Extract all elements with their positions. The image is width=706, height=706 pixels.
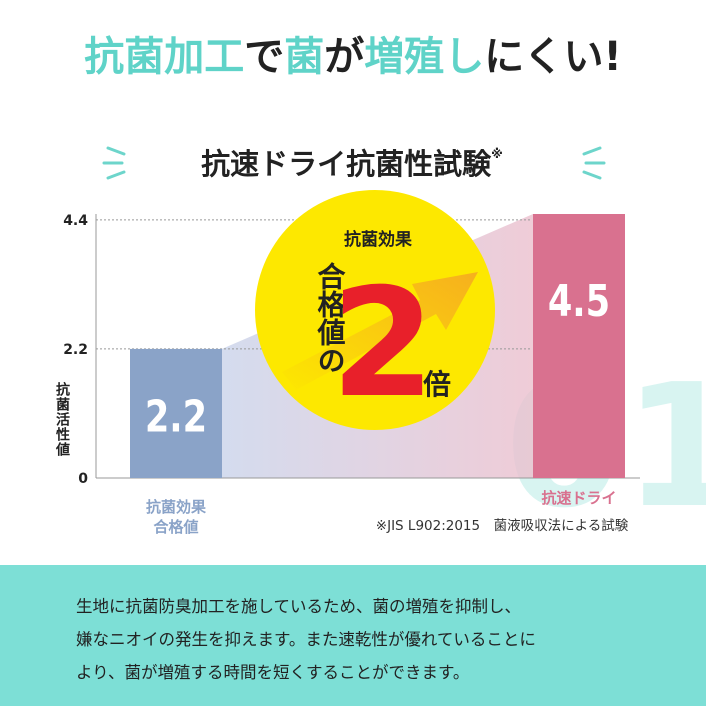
badge-vertical: 合格値の [314,261,347,374]
main-title: 抗菌加工で菌が増殖しにくい! [84,34,621,80]
badge-unit: 倍 [423,368,451,401]
x-tick-label: 抗菌効果 合格値 [145,498,206,536]
title-part: で [244,34,284,80]
y-tick-label: 2.2 [63,342,88,358]
description-line: より、菌が増殖する時間を短くすることができます。 [76,663,470,682]
title-part: 抗菌加工 [84,34,244,80]
title-part: が [324,34,364,80]
value-label: 4.5 [548,276,610,327]
badge: 抗菌効果 合格値の 2 倍 [255,190,495,431]
footnote: ※JIS L902:2015 菌液吸収法による試験 [376,518,629,534]
title-part: 菌 [284,34,324,80]
y-axis-label: 抗菌活性値 [54,381,71,457]
x-tick-label: 抗速ドライ [541,489,617,507]
description-box: 生地に抗菌防臭加工を施しているため、菌の増殖を抑制し、 嫌なニオイの発生を抑えます… [0,565,706,706]
title-part: にくい! [484,34,621,80]
title-part: 増殖し [364,34,484,80]
description-line: 嫌なニオイの発生を抑えます。また速乾性が優れていることに [76,630,536,649]
value-label: 2.2 [145,392,207,443]
y-tick-label: 4.4 [63,213,88,229]
subtitle: 抗速ドライ抗菌性試験※ [201,147,503,181]
bar [130,348,222,478]
sparkle [102,146,606,180]
badge-number: 2 [331,257,435,431]
bar [533,214,625,478]
description-line: 生地に抗菌防臭加工を施しているため、菌の増殖を抑制し、 [76,597,522,616]
chart: 01 抗菌加工で菌が増殖しにくい! 抗速ドライ抗菌性試験※ ※JIS L902:… [54,34,706,546]
y-tick-label: 0 [78,471,88,487]
badge-label: 抗菌効果 [344,229,412,250]
